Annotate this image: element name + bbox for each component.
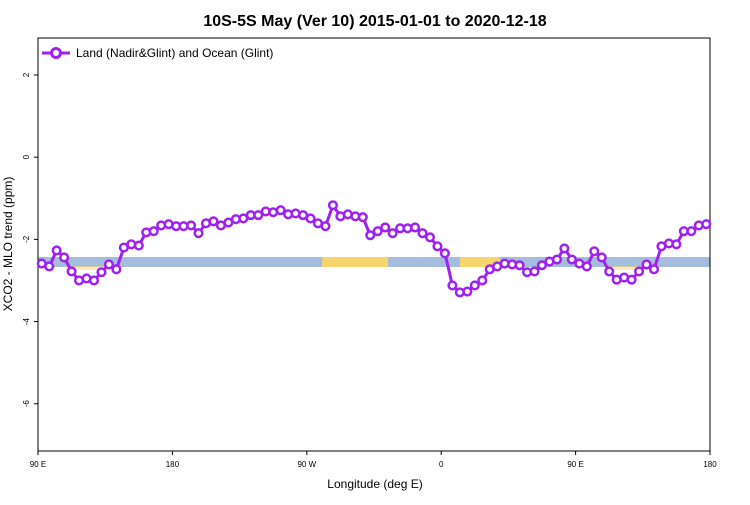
data-point	[51, 245, 62, 256]
data-point	[559, 243, 570, 254]
data-point	[432, 241, 443, 252]
x-tick-label: 90 W	[297, 460, 316, 469]
legend-marker	[50, 47, 62, 59]
data-point	[634, 266, 645, 277]
data-point	[551, 254, 562, 265]
legend: Land (Nadir&Glint) and Ocean (Glint)	[42, 46, 273, 60]
land-band	[322, 257, 388, 267]
data-point	[477, 275, 488, 286]
data-point	[566, 254, 577, 265]
chart-title: 10S-5S May (Ver 10) 2015-01-01 to 2020-1…	[203, 13, 546, 30]
data-point	[604, 266, 615, 277]
data-point	[417, 228, 428, 239]
data-point	[469, 280, 480, 291]
data-point	[44, 261, 55, 272]
y-tick-label: 0	[22, 154, 31, 159]
data-point	[648, 264, 660, 275]
data-point	[372, 226, 383, 237]
data-point	[148, 226, 159, 237]
data-point	[208, 216, 219, 227]
plot-frame	[37, 37, 711, 452]
data-point	[111, 264, 122, 275]
data-point	[589, 246, 600, 257]
y-tick-label: 2	[22, 72, 31, 77]
data-point	[387, 228, 398, 239]
x-tick-label: 180	[703, 460, 717, 469]
data-point	[133, 240, 144, 251]
y-axis-label: XCO2 - MLO trend (ppm)	[1, 177, 15, 312]
data-point	[701, 219, 712, 230]
data-point	[671, 239, 682, 250]
surface-band	[38, 257, 710, 270]
data-point	[103, 259, 114, 270]
data-point	[439, 248, 450, 259]
data-point	[581, 261, 592, 272]
data-point	[380, 222, 391, 233]
data-point	[462, 286, 473, 297]
data-point	[447, 280, 458, 291]
data-point	[253, 210, 264, 221]
x-axis-label: Longitude (deg E)	[327, 477, 422, 491]
data-point	[626, 274, 637, 285]
data-point	[66, 266, 77, 277]
data-point	[686, 226, 697, 237]
data-point	[320, 221, 331, 232]
y-tick-label: -4	[22, 317, 31, 325]
data-point	[186, 220, 197, 231]
x-tick-label: 90 E	[30, 460, 46, 469]
y-tick-label: -2	[22, 235, 31, 243]
data-point	[357, 212, 368, 223]
data-point	[88, 275, 100, 286]
data-point	[96, 267, 107, 278]
data-point	[305, 213, 316, 224]
data-point	[529, 266, 540, 277]
data-point	[365, 230, 376, 241]
data-point	[424, 232, 436, 243]
land-band	[460, 257, 500, 267]
data-point	[275, 205, 286, 216]
x-tick-label: 180	[166, 460, 180, 469]
data-point	[410, 222, 421, 233]
data-point	[193, 228, 204, 239]
land-band	[66, 266, 106, 270]
data-point	[59, 252, 70, 263]
data-point	[514, 260, 525, 271]
y-tick-label: -6	[22, 400, 31, 408]
land-band	[606, 266, 650, 270]
data-point	[536, 260, 548, 271]
data-point	[641, 259, 652, 270]
legend-label: Land (Nadir&Glint) and Ocean (Glint)	[76, 46, 273, 60]
x-tick-label: 0	[439, 460, 444, 469]
data-point	[327, 200, 338, 211]
x-tick-label: 90 E	[567, 460, 583, 469]
data-point	[596, 252, 607, 263]
